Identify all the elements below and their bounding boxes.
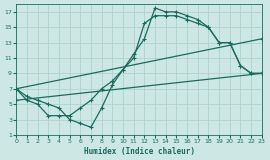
X-axis label: Humidex (Indice chaleur): Humidex (Indice chaleur) [83,147,194,156]
